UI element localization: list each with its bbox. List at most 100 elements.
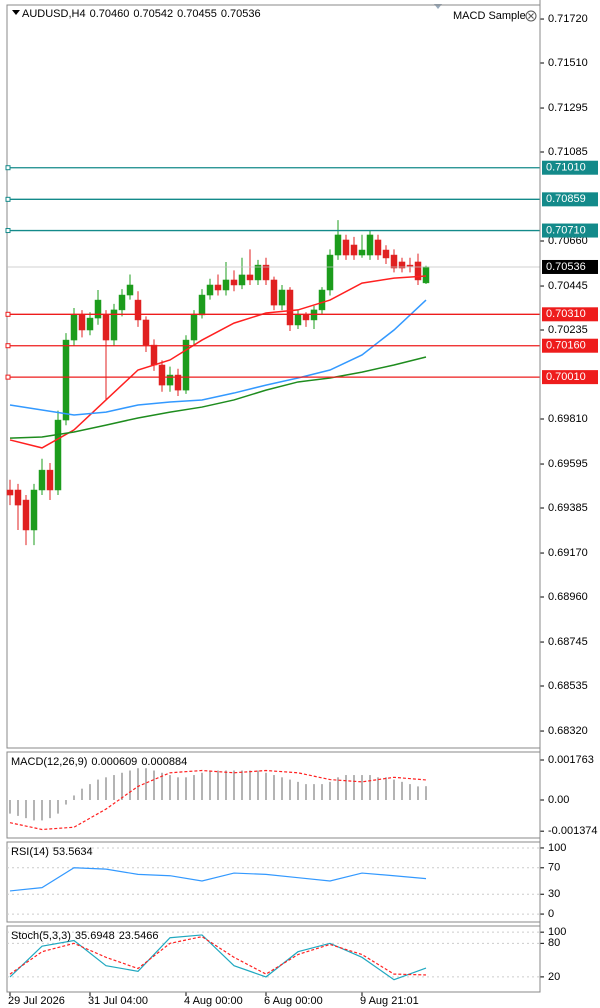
macd-bar: [137, 768, 139, 801]
candle-body: [222, 279, 230, 291]
macd-bar: [153, 770, 155, 801]
candle-body: [54, 419, 62, 491]
macd-bar: [9, 800, 11, 814]
candle-body: [294, 314, 302, 326]
macd-bar: [177, 777, 179, 801]
candle-body: [254, 264, 262, 281]
level-box: [542, 223, 598, 238]
y-tick-label: 0.68960: [548, 591, 588, 603]
candle-body: [86, 317, 94, 331]
x-tick-label: 31 Jul 04:00: [88, 995, 148, 1007]
y-tick-label: 0.71720: [548, 13, 588, 25]
level-anchor: [5, 196, 11, 202]
x-tick-label: 6 Aug 00:00: [264, 995, 323, 1007]
macd-bar: [337, 777, 339, 801]
panel-label-part: MACD(12,26,9): [11, 756, 87, 768]
macd-bar: [233, 770, 235, 801]
level-label: 0.70160: [546, 340, 586, 352]
candle-body: [46, 469, 54, 491]
macd-bar: [329, 781, 331, 801]
candle-body: [14, 489, 22, 506]
macd-bar: [73, 795, 75, 801]
macd-bar: [377, 777, 379, 801]
candle-body: [262, 264, 270, 281]
macd-bar: [305, 784, 307, 801]
y-tick-label: 0.70235: [548, 324, 588, 336]
macd-bar: [89, 784, 91, 801]
macd-bar: [281, 777, 283, 801]
candle-body: [278, 289, 286, 306]
chart-header: AUDUSD,H4 0.70460 0.70542 0.70455 0.70536: [22, 8, 261, 20]
candle-body: [326, 254, 334, 291]
y-tick-label: 0.69595: [548, 458, 588, 470]
level-label: 0.71010: [546, 162, 586, 174]
macd-bar: [161, 772, 163, 801]
macd-bar: [241, 770, 243, 801]
macd-bar: [65, 800, 67, 805]
macd-bar: [121, 772, 123, 801]
macd-bar: [345, 775, 347, 801]
macd-bar: [385, 777, 387, 801]
candle-body: [38, 469, 46, 491]
panel-label-part: RSI(14): [11, 846, 49, 858]
y-tick-label: 0.69810: [548, 413, 588, 425]
quote-value: 0.70455: [177, 8, 217, 20]
macd-bar: [185, 777, 187, 801]
candle-body: [246, 274, 254, 281]
quote-value: 0.70536: [221, 8, 261, 20]
x-tick-label: 9 Aug 21:01: [360, 995, 419, 1007]
expert-close-icon[interactable]: [525, 10, 537, 22]
candle-body: [102, 314, 110, 341]
candle-body: [6, 489, 14, 496]
y-tick-label: 30: [548, 888, 560, 900]
macd-bar: [209, 770, 211, 801]
macd-bar: [273, 775, 275, 801]
candle-body: [382, 249, 390, 259]
macd-bar: [193, 775, 195, 801]
close-circle[interactable]: [525, 10, 537, 22]
candle-body: [134, 299, 142, 321]
panel-label-part: 23.5466: [119, 930, 159, 942]
candle-body: [406, 264, 414, 267]
macd-bar: [145, 768, 147, 801]
panel-label: RSI(14) 53.5634: [11, 846, 93, 858]
macd-bar: [401, 781, 403, 801]
y-tick-label: 100: [548, 842, 566, 854]
y-tick-label: 0.70445: [548, 280, 588, 292]
quote-value: 0.70542: [133, 8, 173, 20]
expert-name: MACD Sample: [453, 10, 526, 22]
indicator-line: [9, 934, 427, 981]
candle-body: [414, 261, 422, 281]
candle-body: [142, 319, 150, 346]
level-box: [542, 160, 598, 175]
candle-body: [286, 289, 294, 326]
x-tick-label: 4 Aug 00:00: [184, 995, 243, 1007]
current-price-box: [542, 259, 598, 274]
close-cross[interactable]: [528, 13, 534, 19]
level-box: [542, 338, 598, 353]
y-tick-label: 100: [548, 926, 566, 938]
candle-body: [334, 234, 342, 256]
candle-body: [166, 374, 174, 386]
macd-bar: [409, 784, 411, 801]
macd-bar: [225, 770, 227, 801]
indicator-line: [9, 356, 427, 439]
quote-value: 0.70460: [90, 8, 130, 20]
candle-body: [366, 234, 374, 256]
panel-label-part: 35.6948: [75, 930, 115, 942]
macd-bar: [49, 800, 51, 819]
macd-bar: [97, 779, 99, 801]
macd-bar: [265, 772, 267, 801]
macd-bar: [169, 775, 171, 801]
level-anchor: [5, 228, 11, 234]
macd-bar: [17, 800, 19, 816]
macd-bar: [313, 784, 315, 801]
candle-body: [390, 254, 398, 269]
y-tick-label: -0.001374: [548, 825, 598, 837]
candle-body: [30, 489, 38, 531]
y-tick-label: 0.71510: [548, 57, 588, 69]
menu-triangle[interactable]: [12, 10, 20, 15]
candle-body: [174, 374, 182, 391]
macd-bar: [393, 779, 395, 801]
y-tick-label: 0.70660: [548, 235, 588, 247]
